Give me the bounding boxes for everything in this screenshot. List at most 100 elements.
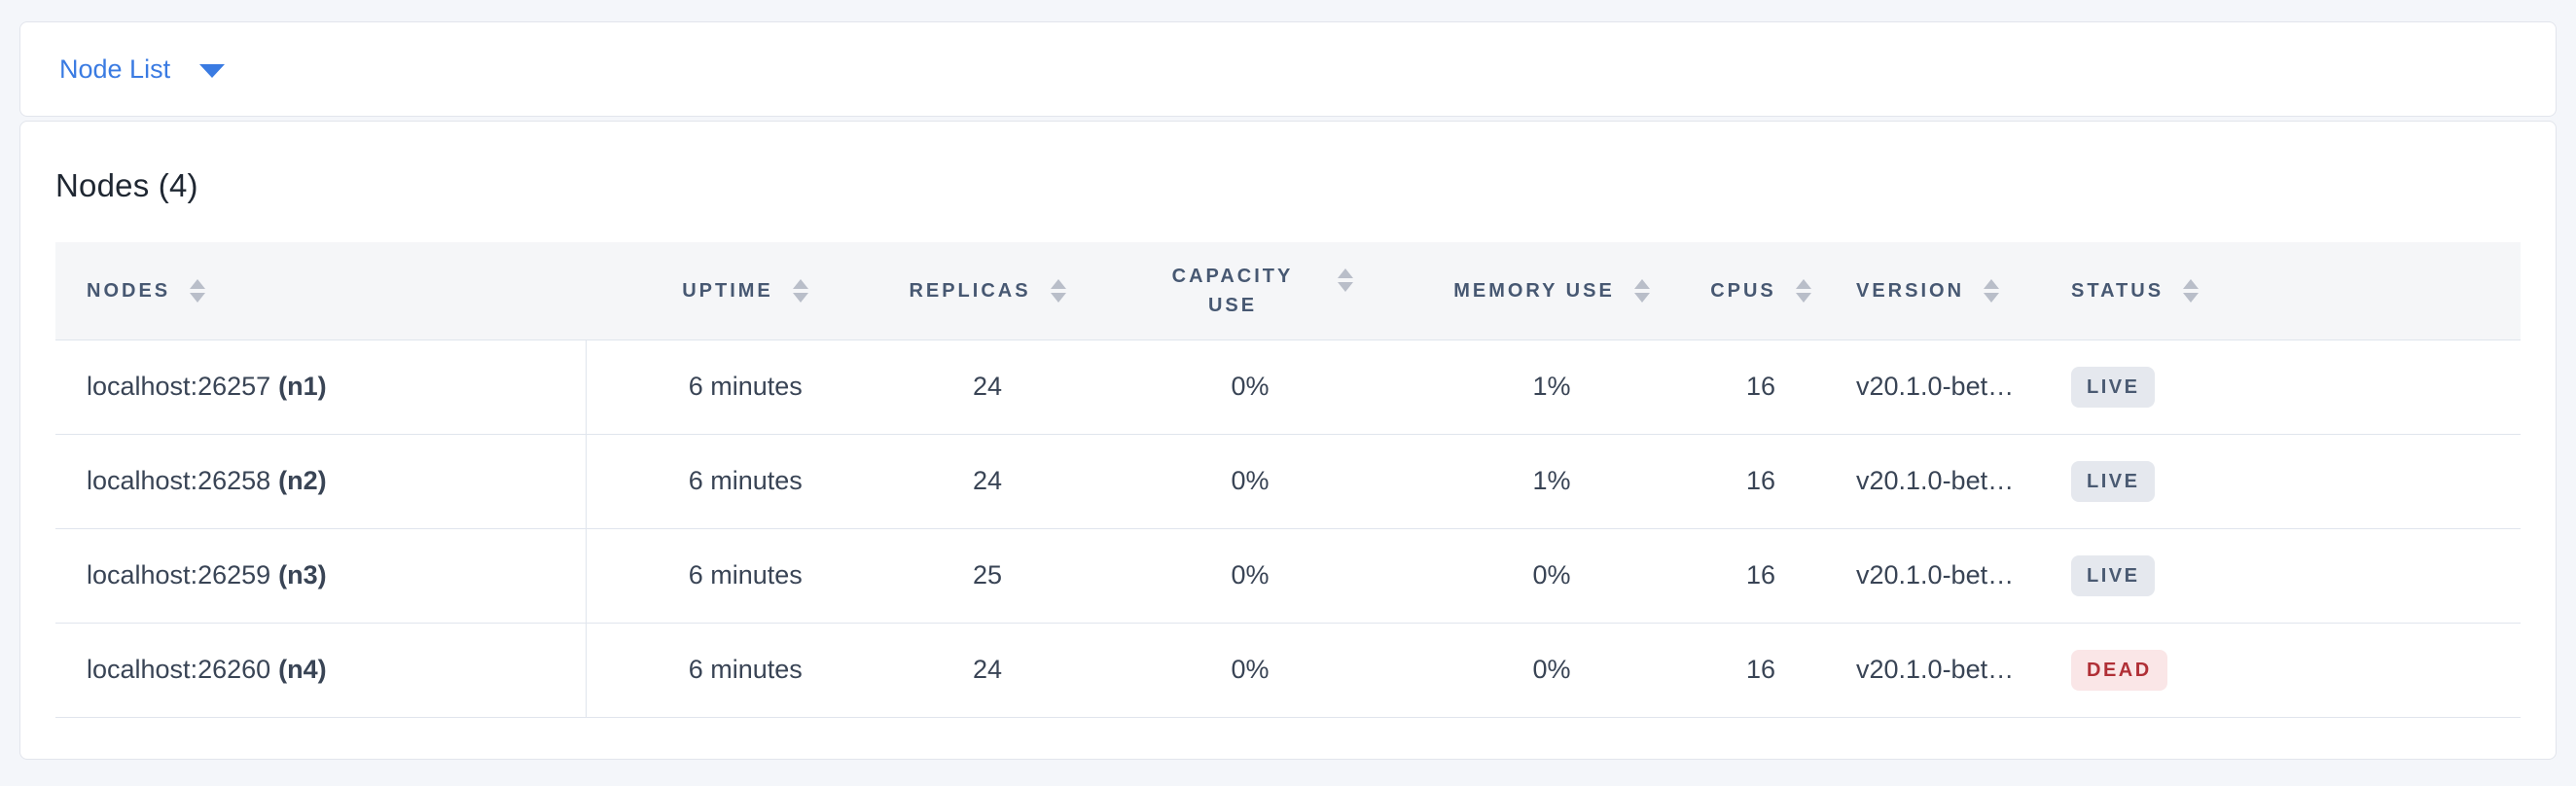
nodes-table: NODES UPTIME REPLICAS CAPACITY USE MEMORY US…	[55, 242, 2521, 718]
version-cell: v20.1.0-bet…	[1848, 527, 2057, 623]
version-cell: v20.1.0-bet…	[1848, 433, 2057, 528]
column-header-version[interactable]: VERSION	[1848, 242, 2057, 339]
sort-up-arrow	[1984, 278, 2000, 289]
capacity-use-cell: 0%	[1070, 433, 1430, 528]
node-cell: localhost:26259 (n3)	[55, 527, 587, 623]
memory-use-cell: 1%	[1430, 339, 1673, 434]
nodes-card: Nodes (4) NODES UPTIME REPLICAS CAPACITY US…	[19, 121, 2557, 760]
section-dropdown[interactable]: Node List	[59, 54, 226, 84]
replicas-cell: 24	[905, 433, 1070, 528]
sort-down-arrow	[1984, 292, 2000, 303]
node-cell: localhost:26260 (n4)	[55, 622, 587, 718]
section-dropdown-label: Node List	[59, 54, 171, 84]
uptime-cell: 6 minutes	[586, 527, 905, 623]
column-header-nodes[interactable]: NODES	[55, 242, 586, 339]
table-body: localhost:26257 (n1) 6 minutes 24 0% 1% 16 v20.…	[55, 339, 2521, 718]
memory-use-cell: 1%	[1430, 433, 1673, 528]
column-header-memory[interactable]: MEMORY USE	[1430, 242, 1673, 339]
filler-cell	[2233, 433, 2521, 528]
capacity-use-cell: 0%	[1070, 622, 1430, 718]
node-address: localhost:26258	[87, 466, 271, 495]
sort-icon	[1795, 278, 1811, 303]
sort-icon	[1050, 278, 1066, 303]
column-header-capacity[interactable]: CAPACITY USE	[1070, 242, 1430, 339]
column-header-status[interactable]: STATUS	[2057, 242, 2233, 339]
node-id: (n2)	[278, 466, 327, 495]
uptime-cell: 6 minutes	[586, 433, 905, 528]
sort-down-arrow	[1050, 292, 1066, 303]
uptime-cell: 6 minutes	[586, 622, 905, 718]
node-id: (n1)	[278, 372, 327, 401]
table-header-row: NODES UPTIME REPLICAS CAPACITY USE MEMORY US…	[55, 242, 2521, 339]
column-header-filler	[2233, 242, 2521, 339]
column-label: NODES	[87, 279, 171, 302]
column-label: UPTIME	[682, 279, 773, 302]
sort-down-arrow	[1795, 292, 1811, 303]
sort-down-arrow	[792, 292, 808, 303]
column-header-uptime[interactable]: UPTIME	[586, 242, 905, 339]
memory-use-cell: 0%	[1430, 527, 1673, 623]
column-label: MEMORY USE	[1453, 279, 1615, 302]
sort-icon	[792, 278, 808, 303]
version-cell: v20.1.0-bet…	[1848, 339, 2057, 434]
column-header-replicas[interactable]: REPLICAS	[905, 242, 1070, 339]
sort-up-arrow	[1337, 268, 1353, 278]
column-label: CAPACITY USE	[1171, 265, 1294, 316]
node-cell: localhost:26257 (n1)	[55, 339, 587, 434]
column-label: REPLICAS	[909, 279, 1031, 302]
sort-up-arrow	[792, 278, 808, 289]
sort-up-arrow	[2183, 278, 2200, 289]
status-badge: LIVE	[2071, 460, 2156, 502]
status-cell: LIVE	[2057, 339, 2233, 434]
uptime-cell: 6 minutes	[586, 339, 905, 434]
replicas-cell: 24	[905, 339, 1070, 434]
node-row[interactable]: localhost:26259 (n3) 6 minutes 25 0% 0% 16 v20.…	[55, 527, 2521, 623]
capacity-use-cell: 0%	[1070, 339, 1430, 434]
sort-up-arrow	[1795, 278, 1811, 289]
replicas-cell: 24	[905, 622, 1070, 718]
version-cell: v20.1.0-bet…	[1848, 622, 2057, 718]
node-row[interactable]: localhost:26258 (n2) 6 minutes 24 0% 1% 16 v20.…	[55, 433, 2521, 528]
node-address: localhost:26259	[87, 560, 271, 590]
section-selector-bar: Node List	[19, 21, 2557, 117]
cpus-cell: 16	[1673, 527, 1848, 623]
cpus-cell: 16	[1673, 622, 1848, 718]
node-address: localhost:26260	[87, 655, 271, 684]
node-id: (n4)	[278, 655, 327, 684]
replicas-cell: 25	[905, 527, 1070, 623]
sort-icon	[190, 278, 206, 303]
sort-down-arrow	[1337, 281, 1353, 292]
column-label: STATUS	[2071, 279, 2165, 302]
sort-down-arrow	[2183, 292, 2200, 303]
column-label: VERSION	[1856, 279, 1965, 302]
column-header-cpus[interactable]: CPUS	[1673, 242, 1848, 339]
filler-cell	[2233, 339, 2521, 434]
node-address: localhost:26257	[87, 372, 271, 401]
page-title: Nodes (4)	[55, 167, 198, 203]
status-badge: LIVE	[2071, 366, 2156, 408]
node-row[interactable]: localhost:26260 (n4) 6 minutes 24 0% 0% 16 v20.…	[55, 622, 2521, 718]
sort-icon	[1337, 268, 1353, 292]
sort-up-arrow	[1633, 278, 1650, 289]
memory-use-cell: 0%	[1430, 622, 1673, 718]
sort-icon	[1984, 278, 2000, 303]
filler-cell	[2233, 527, 2521, 623]
node-row[interactable]: localhost:26257 (n1) 6 minutes 24 0% 1% 16 v20.…	[55, 339, 2521, 434]
status-badge: LIVE	[2071, 554, 2156, 596]
sort-up-arrow	[1050, 278, 1066, 289]
capacity-use-cell: 0%	[1070, 527, 1430, 623]
filler-cell	[2233, 622, 2521, 718]
status-cell: LIVE	[2057, 433, 2233, 528]
cpus-cell: 16	[1673, 433, 1848, 528]
sort-down-arrow	[1633, 292, 1650, 303]
status-cell: DEAD	[2057, 622, 2233, 718]
cpus-cell: 16	[1673, 339, 1848, 434]
sort-icon	[2183, 278, 2200, 303]
sort-icon	[1633, 278, 1650, 303]
status-cell: LIVE	[2057, 527, 2233, 623]
column-label: CPUS	[1710, 279, 1776, 302]
status-badge: DEAD	[2071, 649, 2167, 691]
node-id: (n3)	[278, 560, 327, 590]
chevron-down-icon	[199, 64, 226, 78]
sort-down-arrow	[190, 292, 206, 303]
